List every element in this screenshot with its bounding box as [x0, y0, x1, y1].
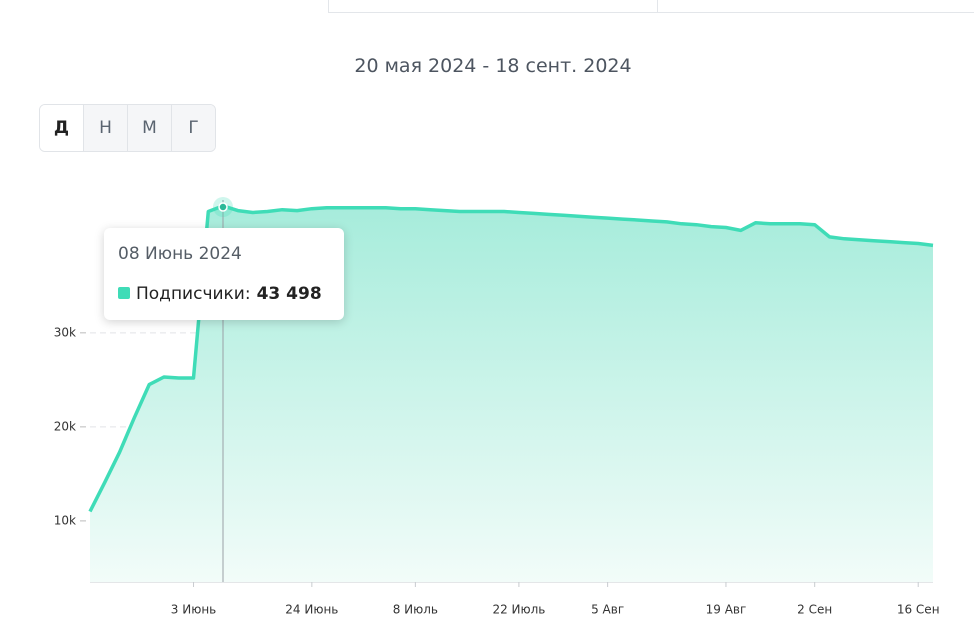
period-button[interactable]: М — [127, 105, 171, 151]
x-tick-label: 22 Июль — [492, 603, 545, 617]
hover-dot — [218, 202, 228, 212]
x-tick-label: 8 Июль — [393, 603, 438, 617]
tab[interactable] — [328, 0, 658, 13]
x-tick-label: 5 Авг — [591, 603, 624, 617]
x-tick-label: 24 Июнь — [285, 603, 338, 617]
date-range-title: 20 мая 2024 - 18 сент. 2024 — [354, 55, 632, 77]
tooltip-value: 43 498 — [256, 284, 322, 304]
tab[interactable] — [657, 0, 974, 13]
period-button[interactable]: Г — [171, 105, 215, 151]
tooltip-row: Подписчики: 43 498 — [118, 284, 322, 304]
tooltip: 08 Июнь 2024 Подписчики: 43 498 — [104, 228, 344, 320]
x-tick-label: 3 Июнь — [171, 603, 216, 617]
tooltip-swatch — [118, 287, 130, 299]
y-tick-label: 20k — [54, 419, 76, 433]
period-button[interactable]: Д — [40, 105, 83, 151]
x-tick-label: 2 Сен — [797, 603, 832, 617]
period-button[interactable]: Н — [83, 105, 127, 151]
y-tick-label: 10k — [54, 513, 76, 527]
y-tick-label: 30k — [54, 325, 76, 339]
tooltip-label: Подписчики: — [136, 284, 251, 304]
tooltip-title: 08 Июнь 2024 — [118, 244, 242, 264]
x-tick-label: 16 Сен — [897, 603, 940, 617]
line — [88, 204, 934, 513]
x-tick-label: 19 Авг — [706, 603, 747, 617]
